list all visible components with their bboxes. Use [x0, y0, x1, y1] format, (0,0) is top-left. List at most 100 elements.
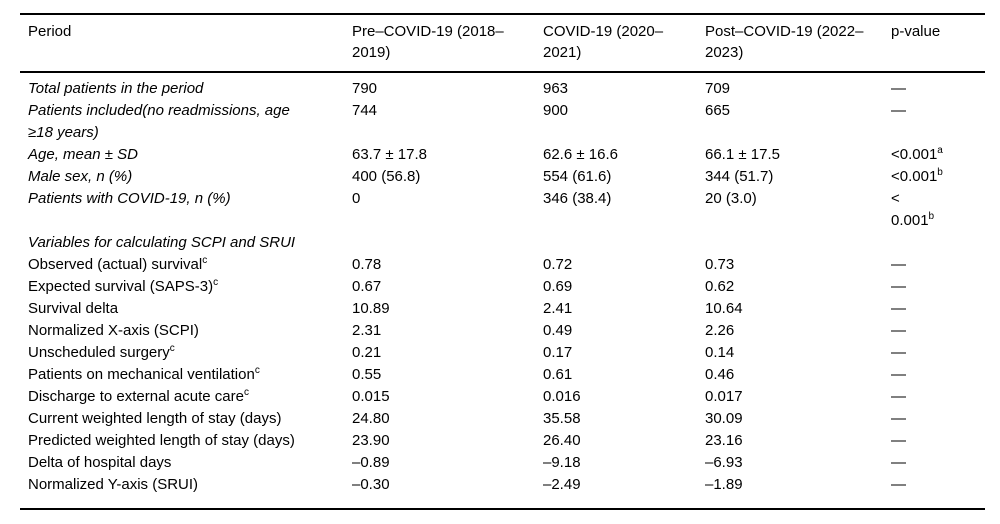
row-label: Observed (actual) survivalc — [28, 255, 208, 274]
table-row: Discharge to external acute carec 0.015 0.… — [20, 386, 985, 408]
cell-value: 30.09 — [705, 410, 743, 427]
cell-value: 346 (38.4) — [543, 190, 612, 207]
cell-value: 0.49 — [543, 322, 573, 339]
column-header: Post–COVID-19 (2022– 2023) — [705, 14, 891, 73]
cell-value: 554 (61.6) — [543, 168, 612, 185]
row-label: Normalized Y-axis (SRUI) — [28, 476, 199, 493]
row-label: Predicted weighted length of stay (days) — [28, 432, 295, 449]
cell-value: 0.61 — [543, 366, 573, 383]
table-body: Total patients in the period 790 963 709— Pa… — [20, 72, 985, 509]
cell-value: 20 (3.0) — [705, 190, 757, 207]
row-label: Survival delta — [28, 300, 119, 317]
p-value-cell: — — [891, 256, 906, 273]
p-value-cell: — — [891, 344, 906, 361]
p-value-cell: — — [891, 102, 906, 119]
row-label: Total patients in the period — [28, 80, 204, 97]
cell-value: –0.89 — [352, 454, 390, 471]
column-header: p-value — [891, 14, 985, 73]
cell-value: –1.89 — [705, 476, 743, 493]
section-title: Variables for calculating SCPI and SRUI — [28, 234, 296, 251]
cell-value: 0.69 — [543, 278, 573, 295]
table-row: Patients included(no readmissions, age ≥… — [20, 100, 985, 144]
cell-value: 23.90 — [352, 432, 390, 449]
table-row: Current weighted length of stay (days) 24… — [20, 408, 985, 430]
p-value-cell: — — [891, 476, 906, 493]
table-row: Patients with COVID-19, n (%) 0 346 (38.4)… — [20, 188, 985, 232]
row-label: Patients included(no readmissions, age ≥… — [28, 102, 290, 141]
cell-value: 66.1 ± 17.5 — [705, 146, 780, 163]
cell-value: 0.67 — [352, 278, 382, 295]
p-value-cell: — — [891, 454, 906, 471]
footnote-marker: c — [243, 387, 249, 398]
row-label: Patients with COVID-19, n (%) — [28, 190, 231, 207]
row-label: Age, mean ± SD — [28, 146, 138, 163]
cell-value: 24.80 — [352, 410, 390, 427]
table-row: Age, mean ± SD 63.7 ± 17.8 62.6 ± 16.6 66.1… — [20, 144, 985, 166]
row-label: Unscheduled surgeryc — [28, 343, 175, 362]
cell-value: 900 — [543, 102, 569, 119]
table-row: Patients on mechanical ventilationc 0.55 0… — [20, 364, 985, 386]
row-label: Male sex, n (%) — [28, 168, 133, 185]
row-label: Discharge to external acute carec — [28, 387, 249, 406]
cell-value: 0.46 — [705, 366, 735, 383]
cell-value: 62.6 ± 16.6 — [543, 146, 618, 163]
cell-value: 0.72 — [543, 256, 573, 273]
table-row: Predicted weighted length of stay (days)… — [20, 430, 985, 452]
cell-value: 0.14 — [705, 344, 735, 361]
table-row: Delta of hospital days –0.89 –9.18 –6.93 — — [20, 452, 985, 474]
cell-value: 665 — [705, 102, 731, 119]
cell-value: 2.26 — [705, 322, 735, 339]
cell-value: 2.31 — [352, 322, 382, 339]
footnote-marker: a — [937, 145, 943, 156]
cell-value: 0.017 — [705, 388, 743, 405]
cell-value: –9.18 — [543, 454, 581, 471]
cell-value: 709 — [705, 80, 731, 97]
table-row: Male sex, n (%) 400 (56.8) 554 (61.6) 344 (… — [20, 166, 985, 188]
row-label: Patients on mechanical ventilationc — [28, 365, 260, 384]
cell-value: 10.89 — [352, 300, 390, 317]
cell-value: 0.55 — [352, 366, 382, 383]
p-value-cell: — — [891, 366, 906, 383]
row-label: Delta of hospital days — [28, 454, 172, 471]
table-row: Observed (actual) survivalc 0.78 0.72 0.73 — — [20, 254, 985, 276]
cell-value: 790 — [352, 80, 378, 97]
row-label: Current weighted length of stay (days) — [28, 410, 282, 427]
p-value-cell: <0.001a — [891, 145, 943, 164]
cell-value: 344 (51.7) — [705, 168, 774, 185]
cell-value: 35.58 — [543, 410, 581, 427]
column-header: Period — [20, 14, 352, 73]
p-value-cell: — — [891, 300, 906, 317]
table-header: Period Pre–COVID-19 (2018– 2019) COVID-19 … — [20, 14, 985, 73]
p-value-cell: — — [891, 278, 906, 295]
footnote-marker: c — [254, 365, 260, 376]
cell-value: 2.41 — [543, 300, 573, 317]
table-row: Normalized Y-axis (SRUI) –0.30 –2.49 –1.89 — — [20, 474, 985, 509]
header-row: Period Pre–COVID-19 (2018– 2019) COVID-19 … — [20, 14, 985, 73]
p-value-cell: — — [891, 80, 906, 97]
cell-value: 63.7 ± 17.8 — [352, 146, 427, 163]
row-label: Normalized X-axis (SCPI) — [28, 322, 199, 339]
data-table: Period Pre–COVID-19 (2018– 2019) COVID-19 … — [20, 13, 985, 510]
cell-value: 744 — [352, 102, 378, 119]
table-row: Survival delta 10.89 2.41 10.64 — — [20, 298, 985, 320]
cell-value: 400 (56.8) — [352, 168, 421, 185]
cell-value: 0.78 — [352, 256, 382, 273]
p-value-cell: — — [891, 322, 906, 339]
footnote-marker: b — [937, 167, 943, 178]
cell-value: –6.93 — [705, 454, 743, 471]
column-header: COVID-19 (2020– 2021) — [543, 14, 705, 73]
p-value-cell: < 0.001b — [891, 190, 935, 229]
p-value-cell: — — [891, 388, 906, 405]
table-row: Unscheduled surgeryc 0.21 0.17 0.14 — — [20, 342, 985, 364]
table-row: Normalized X-axis (SCPI) 2.31 0.49 2.26 — — [20, 320, 985, 342]
column-header: Pre–COVID-19 (2018– 2019) — [352, 14, 543, 73]
cell-value: 0.73 — [705, 256, 735, 273]
cell-value: 23.16 — [705, 432, 743, 449]
cell-value: –0.30 — [352, 476, 390, 493]
cell-value: 963 — [543, 80, 569, 97]
footnote-marker: c — [169, 343, 175, 354]
cell-value: 0.015 — [352, 388, 390, 405]
footnote-marker: b — [928, 211, 935, 222]
row-label: Expected survival (SAPS-3)c — [28, 277, 219, 296]
p-value-cell: <0.001b — [891, 167, 943, 186]
